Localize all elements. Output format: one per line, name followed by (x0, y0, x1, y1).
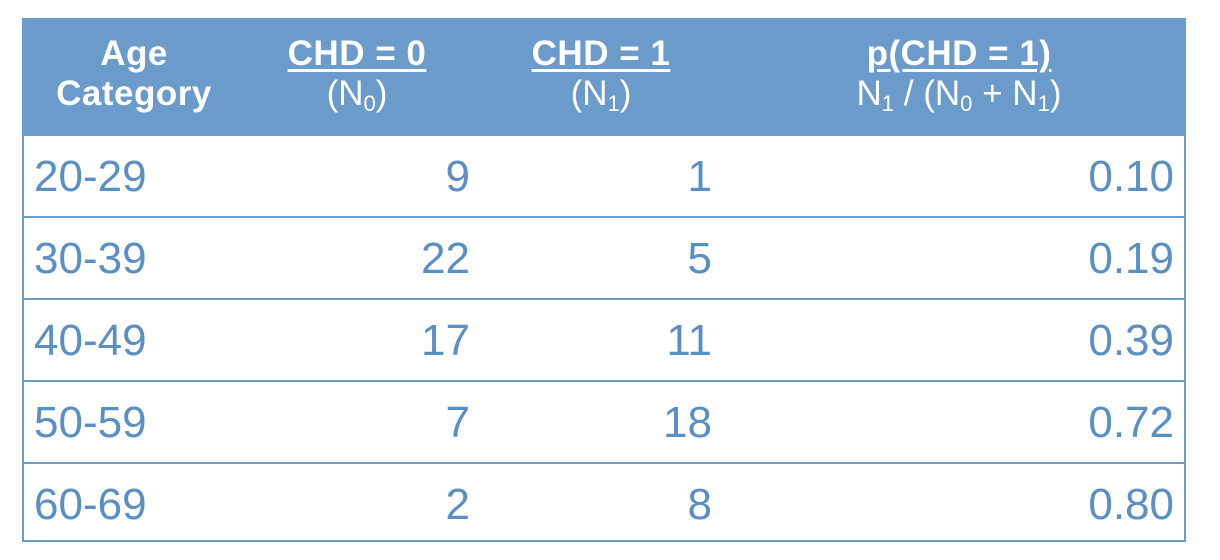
table-row: 40-49 17 11 0.39 (24, 298, 1184, 380)
table-row: 50-59 7 18 0.72 (24, 380, 1184, 462)
chd1-count-cell: 11 (666, 316, 712, 365)
header-probability: p(CHD = 1) N1 / (N0 + N1) (814, 34, 1104, 124)
age-category-cell: 40-49 (34, 316, 147, 365)
age-category-cell: 30-39 (34, 234, 147, 283)
chd0-count-cell: 2 (445, 480, 470, 529)
chd1-count-cell: 18 (663, 398, 712, 447)
probability-cell: 0.80 (1088, 480, 1174, 529)
probability-cell: 0.10 (1088, 152, 1174, 201)
chd1-count-cell: 5 (687, 234, 712, 283)
chd0-count-cell: 17 (421, 316, 470, 365)
age-category-cell: 60-69 (34, 480, 147, 529)
header-chd1-count: (N1) (570, 74, 632, 116)
chd1-count-cell: 1 (687, 152, 712, 201)
probability-cell: 0.72 (1088, 398, 1174, 447)
table-row: 30-39 22 5 0.19 (24, 216, 1184, 298)
header-chd0-count: (N0) (326, 74, 388, 116)
header-chd1: CHD = 1 (N1) (516, 34, 686, 124)
chd-table: Age Category CHD = 0 (N0) CHD = 1 (N1) p… (22, 18, 1186, 542)
chd0-count-cell: 22 (421, 234, 470, 283)
header-chd1-title: CHD = 1 (531, 34, 671, 73)
chd1-count-cell: 8 (687, 480, 712, 529)
header-age-line2: Category (56, 74, 212, 113)
chd0-count-cell: 7 (445, 398, 470, 447)
table-header: Age Category CHD = 0 (N0) CHD = 1 (N1) p… (24, 20, 1184, 134)
header-age-line1: Age (100, 34, 168, 73)
table-row: 20-29 9 1 0.10 (24, 134, 1184, 216)
probability-cell: 0.39 (1088, 316, 1174, 365)
age-category-cell: 50-59 (34, 398, 147, 447)
header-age-category: Age Category (44, 34, 224, 114)
header-chd0-title: CHD = 0 (287, 34, 427, 73)
header-p-title: p(CHD = 1) (866, 34, 1052, 73)
header-chd0: CHD = 0 (N0) (272, 34, 442, 124)
age-category-cell: 20-29 (34, 152, 147, 201)
header-p-formula: N1 / (N0 + N1) (856, 74, 1062, 116)
chd0-count-cell: 9 (445, 152, 470, 201)
table-row: 60-69 2 8 0.80 (24, 462, 1184, 540)
probability-cell: 0.19 (1088, 234, 1174, 283)
